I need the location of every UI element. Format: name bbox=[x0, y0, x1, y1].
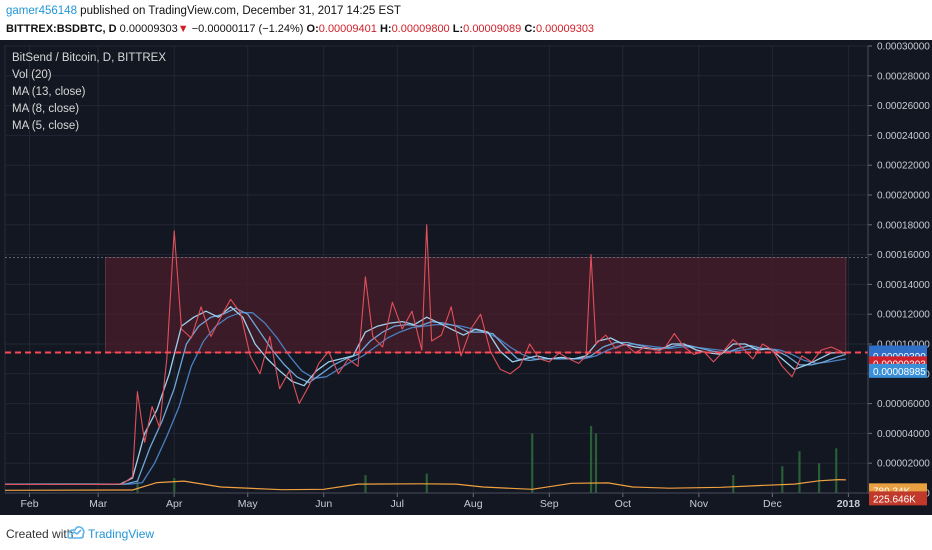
volume-bar bbox=[798, 451, 801, 493]
x-tick-label: Dec bbox=[763, 498, 782, 510]
x-tick-label: Nov bbox=[689, 498, 708, 510]
y-tick-label: 0.00018000 bbox=[877, 220, 930, 231]
volume-bar bbox=[136, 481, 139, 493]
series-line-price bbox=[4, 224, 847, 486]
y-tick-label: 0.00002000 bbox=[877, 459, 930, 470]
high-label: H: bbox=[379, 23, 392, 35]
volume-bar bbox=[781, 466, 784, 493]
footer: Created with TradingView bbox=[0, 515, 932, 550]
x-tick-label: Jul bbox=[391, 498, 404, 510]
legend-title: BitSend / Bitcoin, D, BITTREX bbox=[12, 52, 167, 64]
author-link[interactable]: gamer456148 bbox=[6, 5, 77, 17]
volume-bar bbox=[594, 433, 598, 493]
price-change: −0.00000117 (−1.24%) bbox=[191, 23, 304, 35]
open-value: 0.00009401 bbox=[318, 23, 377, 35]
low-value: 0.00009089 bbox=[463, 23, 522, 35]
chart-header: gamer456148 published on TradingView.com… bbox=[0, 0, 932, 40]
price-label-bg bbox=[869, 363, 927, 378]
price-chart[interactable]: 0.00030000 0.00028000 0.00026000 0.00024000… bbox=[0, 40, 932, 515]
x-tick-label: Sep bbox=[540, 498, 559, 510]
ohlc-line: BITTREX:BSDBTC, D 0.00009303▼ −0.0000011… bbox=[6, 23, 594, 35]
volume-bar bbox=[732, 475, 735, 493]
x-tick-label: Mar bbox=[89, 498, 108, 510]
y-tick-label: 0.00024000 bbox=[877, 131, 930, 142]
chart-area[interactable]: 0.00030000 0.00028000 0.00026000 0.00024000… bbox=[0, 40, 932, 515]
volume-bar bbox=[589, 425, 593, 493]
last-price: 0.00009303 bbox=[119, 23, 178, 35]
volume-bar bbox=[835, 448, 838, 493]
y-tick-label: 0.00028000 bbox=[877, 71, 930, 82]
y-tick-label: 0.00012000 bbox=[877, 310, 930, 321]
y-tick-label: 0.00020000 bbox=[877, 191, 930, 202]
legend-vol[interactable]: Vol (20) bbox=[12, 69, 52, 81]
legend-ma13[interactable]: MA (13, close) bbox=[12, 86, 86, 98]
y-tick-label: 0.00014000 bbox=[877, 280, 930, 291]
volume-bar bbox=[817, 463, 821, 493]
volume-bar bbox=[173, 478, 176, 493]
x-tick-label: Feb bbox=[20, 498, 38, 510]
x-tick-label: Jun bbox=[315, 498, 332, 510]
low-label: L: bbox=[452, 23, 464, 35]
y-tick-label: 0.00016000 bbox=[877, 250, 930, 261]
symbol-label: BITTREX:BSDBTC, D bbox=[6, 23, 117, 35]
volume-bars bbox=[136, 425, 838, 493]
volume-bar bbox=[531, 433, 534, 493]
y-tick-label: 0.00006000 bbox=[877, 399, 930, 410]
close-label: C: bbox=[524, 23, 536, 35]
price-zone bbox=[5, 257, 868, 353]
price-label: 0.00008985 bbox=[873, 367, 926, 378]
y-tick-label: 0.00030000 bbox=[877, 42, 930, 53]
high-value: 0.00009800 bbox=[391, 23, 450, 35]
tradingview-logo-icon[interactable] bbox=[66, 523, 86, 541]
created-with-label: Created with bbox=[6, 527, 74, 541]
y-tick-label: 0.00010000 bbox=[877, 340, 930, 351]
x-tick-label: Oct bbox=[615, 498, 631, 510]
x-tick-label: May bbox=[238, 498, 259, 510]
x-tick-label: Aug bbox=[464, 498, 483, 510]
y-tick-label: 0.00004000 bbox=[877, 429, 930, 440]
x-tick-label: Apr bbox=[166, 498, 183, 510]
price-label-bg bbox=[869, 491, 927, 506]
x-tick-label: 2018 bbox=[837, 498, 861, 510]
open-label: O: bbox=[306, 23, 319, 35]
legend-ma5[interactable]: MA (5, close) bbox=[12, 120, 80, 132]
publish-line: gamer456148 published on TradingView.com… bbox=[6, 5, 401, 17]
price-label: 225.646K bbox=[873, 494, 916, 505]
y-tick-label: 0.00022000 bbox=[877, 161, 930, 172]
publish-info: published on TradingView.com, December 3… bbox=[76, 5, 401, 17]
series-line-volume_ma bbox=[4, 479, 846, 491]
legend-ma8[interactable]: MA (8, close) bbox=[12, 103, 80, 115]
close-value: 0.00009303 bbox=[535, 23, 595, 35]
tradingview-brand-link[interactable]: TradingView bbox=[88, 527, 155, 541]
price-labels: 0.000094380.000093900.000093030.00008985… bbox=[869, 345, 927, 506]
y-tick-label: 0.00026000 bbox=[877, 101, 930, 112]
down-arrow-icon: ▼ bbox=[177, 23, 189, 35]
resistance-zone bbox=[105, 257, 847, 353]
